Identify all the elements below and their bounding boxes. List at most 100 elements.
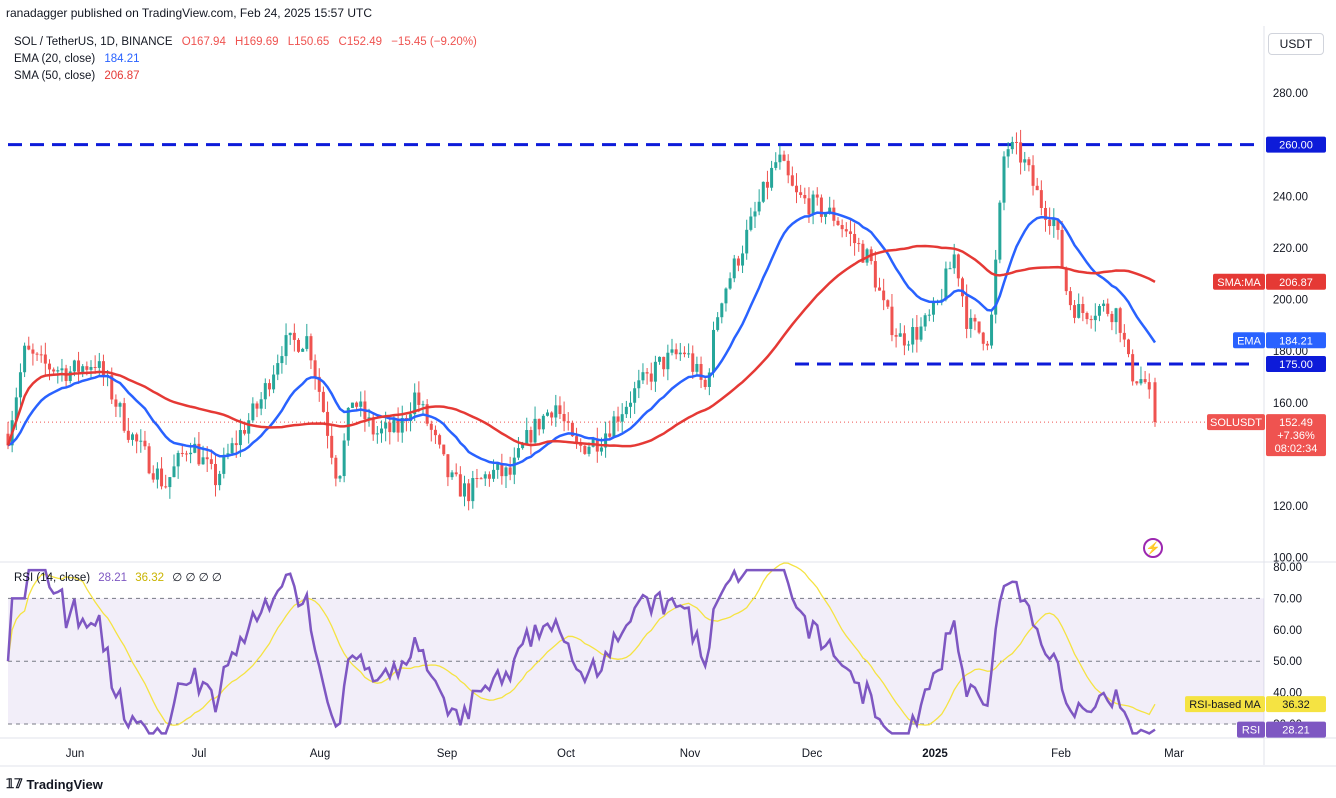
candle-body (795, 185, 798, 193)
candle-body (101, 361, 105, 378)
candle-body (969, 317, 973, 329)
candle-body (126, 430, 130, 440)
candle-body (886, 300, 890, 307)
last-price-tag-text: +7.36% (1277, 430, 1315, 442)
candle-body (421, 404, 425, 406)
candle-body (911, 327, 915, 345)
candle-body (180, 452, 184, 454)
candle-body (14, 397, 18, 421)
price-name-tag-text: SOLUSDT (1210, 417, 1262, 429)
candle-body (230, 443, 234, 454)
candle-body (1093, 315, 1097, 321)
candle-body (238, 430, 242, 446)
rsi-legend-value: 28.21 (98, 572, 128, 584)
high-value: H169.69 (235, 36, 279, 48)
candle-body (653, 361, 657, 382)
level-tag-260: 260.00 (1266, 136, 1326, 153)
candle-body (1044, 207, 1047, 220)
candle-body (882, 290, 886, 301)
candle-body (110, 375, 114, 400)
time-tick-label: Jul (192, 748, 207, 760)
candle-body (857, 243, 861, 245)
candle-body (662, 356, 666, 370)
rsi-ma-name-tag-text: RSI-based MA (1189, 699, 1261, 711)
candle-body (712, 329, 715, 373)
candle-body (716, 317, 720, 330)
ema-legend-row[interactable]: EMA (20, close) 184.21 (14, 51, 477, 68)
rsi-legend[interactable]: RSI (14, close) 28.21 36.32 ∅ ∅ ∅ ∅ (14, 570, 222, 584)
candle-body (135, 434, 139, 442)
candle-body (819, 197, 823, 217)
candles-group (6, 129, 1157, 511)
candle-body (1102, 303, 1106, 307)
candle-body (620, 414, 624, 422)
candle-body (956, 254, 960, 279)
candle-body (359, 401, 363, 407)
candle-body (1085, 312, 1089, 320)
candle-body (413, 392, 417, 415)
candle-body (736, 258, 740, 266)
last-price-tag-bg (1266, 414, 1326, 457)
candle-body (1035, 185, 1039, 191)
candle-body (952, 254, 956, 269)
candle-body (388, 422, 392, 433)
candle-body (778, 154, 782, 163)
sma-name-tag-bg (1213, 273, 1265, 290)
lightning-icon[interactable]: ⚡ (1143, 538, 1163, 558)
close-value: C152.49 (338, 36, 382, 48)
candle-body (994, 259, 998, 315)
candle-body (346, 407, 350, 441)
candle-body (836, 220, 840, 226)
candle-body (512, 457, 516, 475)
candle-body (682, 352, 686, 355)
candle-body (1081, 304, 1085, 313)
candle-body (948, 268, 952, 270)
candle-body (500, 464, 504, 477)
candle-body (811, 194, 815, 215)
candle-body (255, 403, 259, 409)
candle-body (587, 446, 591, 454)
rsi-tick-label: 50.00 (1273, 656, 1302, 668)
candle-body (931, 303, 935, 315)
candle-body (757, 201, 761, 212)
candle-body (350, 402, 354, 408)
rsi-ma-tag-bg (1266, 696, 1326, 713)
candle-body (927, 314, 931, 316)
level-tag-260-text: 260.00 (1279, 140, 1313, 152)
candle-body (815, 194, 819, 198)
candle-body (741, 253, 745, 266)
rsi-line (6, 568, 1156, 735)
candle-body (425, 404, 429, 424)
candle-body (409, 414, 413, 422)
sma-legend-row[interactable]: SMA (50, close) 206.87 (14, 68, 477, 85)
candle-body (919, 326, 923, 340)
candle-body (193, 443, 197, 453)
candle-body (790, 175, 794, 186)
candle-body (961, 278, 964, 297)
candle-body (1139, 379, 1143, 384)
currency-button[interactable]: USDT (1268, 33, 1324, 55)
tradingview-logo[interactable]: 𝟙𝟟 TradingView (6, 776, 103, 792)
candle-body (164, 486, 168, 488)
candle-body (1052, 219, 1056, 227)
candle-body (122, 403, 126, 431)
candle-body (786, 160, 790, 176)
candle-body (6, 433, 10, 446)
candle-body (732, 258, 736, 279)
candle-body (579, 443, 583, 446)
candle-body (384, 422, 388, 429)
candle-body (566, 421, 570, 423)
candle-body (666, 352, 670, 370)
candle-body (226, 453, 230, 455)
candle-body (1077, 304, 1081, 318)
time-tick-label: 2025 (922, 748, 948, 760)
symbol-row[interactable]: SOL / TetherUS, 1D, BINANCE O167.94 H169… (14, 34, 477, 51)
candle-body (902, 333, 906, 346)
candle-body (355, 402, 359, 407)
price-tick-label: 240.00 (1273, 191, 1308, 203)
candle-body (371, 417, 375, 435)
sma-name-tag-text: SMA:MA (1217, 277, 1261, 289)
candle-body (184, 453, 188, 455)
candle-body (782, 154, 786, 161)
